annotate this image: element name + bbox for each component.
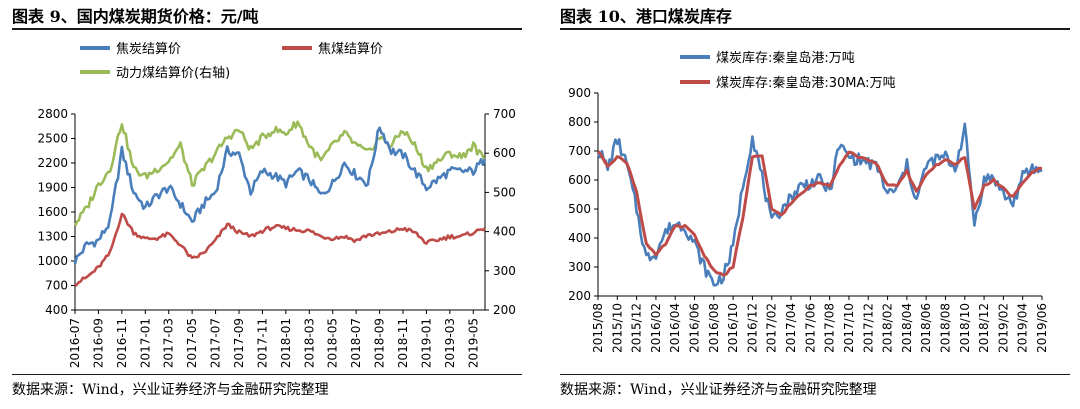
x-tick-label: 2015/08	[591, 303, 605, 353]
x-tick-label: 2016-07	[68, 318, 82, 368]
x-tick-label: 2016/10	[726, 303, 740, 353]
left-chart-title: 图表 9、国内煤炭期货价格：元/吨	[12, 7, 259, 26]
right-source-rule	[560, 374, 1070, 375]
x-tick-label: 2017/06	[803, 303, 817, 353]
y-tick-label: 900	[568, 86, 591, 100]
x-tick-label: 2017-07	[209, 318, 223, 368]
x-tick-label: 2017/04	[784, 303, 798, 353]
y-left-tick-label: 1900	[37, 181, 68, 195]
x-tick-label: 2016/06	[688, 303, 702, 353]
x-tick-label: 2017/02	[765, 303, 779, 353]
x-tick-label: 2019/06	[1035, 303, 1049, 353]
y-tick-label: 200	[568, 289, 591, 303]
x-tick-label: 2016/02	[649, 303, 663, 353]
x-tick-label: 2019/04	[1016, 303, 1030, 353]
series-line-1	[596, 150, 1043, 277]
x-tick-label: 2018-01	[279, 318, 293, 368]
y-tick-label: 800	[568, 115, 591, 129]
x-tick-label: 2018-05	[326, 318, 340, 368]
left-source-rule	[12, 374, 522, 375]
x-tick-label: 2018/04	[900, 303, 914, 353]
x-tick-label: 2019-01	[419, 318, 433, 368]
y-left-tick-label: 2800	[37, 107, 68, 121]
series-line-1	[74, 212, 486, 287]
x-tick-label: 2019-03	[443, 318, 457, 368]
x-tick-label: 2018-07	[349, 318, 363, 368]
y-left-tick-label: 1600	[37, 205, 68, 219]
legend-label: 焦炭结算价	[116, 42, 181, 57]
y-tick-label: 300	[568, 260, 591, 274]
left-chart-panel: 图表 9、国内煤炭期货价格：元/吨 400 700 1000 1300 1600 1900…	[0, 0, 530, 409]
left-chart-svg: 400 700 1000 1300 1600 1900 2200 2500 2800 200 300…	[37, 42, 516, 368]
x-tick-label: 2018/02	[881, 303, 895, 353]
x-tick-label: 2018/06	[919, 303, 933, 353]
legend-label: 煤炭库存:秦皇岛港:30MA:万吨	[716, 75, 896, 91]
x-tick-label: 2019-05	[466, 318, 480, 368]
x-tick-label: 2017/08	[823, 303, 837, 353]
y-tick-label: 500	[568, 202, 591, 216]
x-tick-label: 2018/12	[977, 303, 991, 353]
x-tick-label: 2015/10	[610, 303, 624, 353]
left-title-rule	[12, 28, 522, 30]
x-tick-label: 2017-01	[138, 318, 152, 368]
x-tick-label: 2017-09	[232, 318, 246, 368]
y-right-tick-label: 700	[493, 107, 516, 121]
y-left-tick-label: 1000	[37, 254, 68, 268]
x-tick-label: 2016-11	[115, 318, 129, 368]
x-tick-label: 2019/02	[996, 303, 1010, 353]
legend-label: 煤炭库存:秦皇岛港:万吨	[716, 50, 855, 66]
y-right-tick-label: 400	[493, 225, 516, 239]
right-chart-svg: 200 300 400 500 600 700 800 900 2015/08 2015/10 20…	[568, 50, 1049, 353]
y-tick-label: 400	[568, 231, 591, 245]
series-line-0	[73, 126, 487, 265]
x-tick-label: 2018-11	[396, 318, 410, 368]
legend-label: 焦煤结算价	[318, 42, 383, 57]
x-tick-label: 2016-09	[91, 318, 105, 368]
x-tick-label: 2017/12	[861, 303, 875, 353]
x-tick-label: 2017-11	[255, 318, 269, 368]
x-tick-label: 2015/12	[630, 303, 644, 353]
x-tick-label: 2018/08	[938, 303, 952, 353]
x-tick-label: 2018-09	[373, 318, 387, 368]
y-left-tick-label: 400	[45, 303, 68, 317]
y-left-tick-label: 2500	[37, 132, 68, 146]
y-tick-label: 700	[568, 144, 591, 158]
y-right-tick-label: 600	[493, 146, 516, 160]
y-left-tick-label: 700	[45, 279, 68, 293]
y-left-tick-label: 1300	[37, 230, 68, 244]
x-tick-label: 2017-03	[162, 318, 176, 368]
y-tick-label: 600	[568, 173, 591, 187]
left-chart-source: 数据来源：Wind，兴业证券经济与金融研究院整理	[12, 382, 329, 398]
legend-label: 动力煤结算价(右轴)	[116, 66, 230, 81]
y-right-tick-label: 200	[493, 303, 516, 317]
y-left-tick-label: 2200	[37, 156, 68, 170]
x-tick-label: 2017/10	[842, 303, 856, 353]
x-tick-label: 2017-05	[185, 318, 199, 368]
x-tick-label: 2018/10	[958, 303, 972, 353]
x-tick-label: 2016/12	[745, 303, 759, 353]
x-tick-label: 2016/04	[668, 303, 682, 353]
series-line-2	[73, 120, 487, 227]
right-title-rule	[560, 28, 1070, 30]
x-tick-label: 2016/08	[707, 303, 721, 353]
y-right-tick-label: 500	[493, 185, 516, 199]
right-chart-panel: 图表 10、港口煤炭库存 200 300 400 500 600 700 800 900 201…	[548, 0, 1080, 409]
right-chart-source: 数据来源：Wind，兴业证券经济与金融研究院整理	[560, 382, 877, 398]
x-tick-label: 2018-03	[302, 318, 316, 368]
right-chart-title: 图表 10、港口煤炭库存	[560, 7, 732, 26]
y-right-tick-label: 300	[493, 264, 516, 278]
